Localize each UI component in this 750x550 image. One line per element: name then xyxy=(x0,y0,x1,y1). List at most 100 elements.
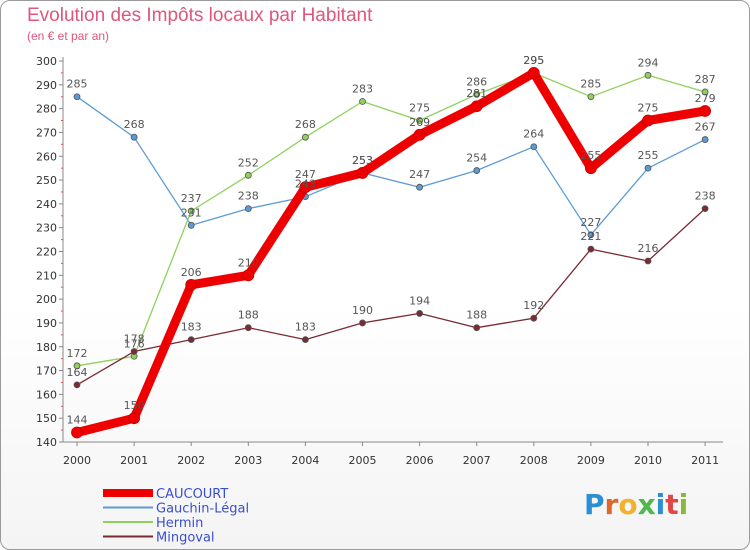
data-label: 279 xyxy=(695,92,716,105)
x-tick-label: 2011 xyxy=(691,454,719,467)
data-label: 144 xyxy=(67,413,88,426)
x-tick-label: 2008 xyxy=(520,454,548,467)
y-tick-label: 210 xyxy=(36,269,57,282)
data-point xyxy=(473,90,481,98)
data-point xyxy=(701,136,709,143)
x-tick-label: 2001 xyxy=(120,454,148,467)
data-label: 254 xyxy=(466,152,487,165)
data-label: 247 xyxy=(409,168,430,181)
x-tick-label: 2006 xyxy=(406,454,434,467)
data-label: 178 xyxy=(124,333,145,346)
data-label: 268 xyxy=(295,118,316,131)
data-label: 206 xyxy=(181,266,202,279)
data-point xyxy=(187,336,195,344)
data-label: 237 xyxy=(181,192,202,205)
data-label: 188 xyxy=(466,309,487,322)
data-label: 268 xyxy=(124,118,145,131)
data-label: 238 xyxy=(238,190,259,203)
data-point xyxy=(301,133,309,141)
x-tick-label: 2004 xyxy=(291,454,319,467)
x-tick-label: 2007 xyxy=(463,454,491,467)
x-tick-label: 2002 xyxy=(177,454,205,467)
data-label: 164 xyxy=(67,366,88,379)
x-tick-label: 2009 xyxy=(577,454,605,467)
data-point xyxy=(587,231,595,239)
data-point xyxy=(530,143,538,151)
data-point xyxy=(587,93,595,101)
y-tick-label: 300 xyxy=(36,55,57,68)
data-point xyxy=(642,114,654,127)
data-point xyxy=(699,105,711,117)
data-label: 275 xyxy=(409,102,430,115)
y-tick-label: 160 xyxy=(36,388,57,401)
x-tick-label: 2000 xyxy=(63,454,91,467)
data-point xyxy=(73,362,81,370)
data-point xyxy=(301,336,309,344)
data-label: 294 xyxy=(638,56,659,69)
data-point xyxy=(130,348,138,355)
y-tick-label: 290 xyxy=(36,79,57,92)
y-tick-label: 200 xyxy=(36,293,57,306)
data-point xyxy=(359,98,366,105)
data-label: 252 xyxy=(238,156,259,169)
data-point xyxy=(530,314,538,322)
data-label: 281 xyxy=(466,87,487,100)
data-label: 253 xyxy=(352,154,373,167)
chart-subtitle: (en € et par an) xyxy=(27,29,110,43)
data-point xyxy=(359,319,366,327)
data-label: 192 xyxy=(523,299,544,312)
data-point xyxy=(701,205,709,213)
series-line-hermin xyxy=(76,72,706,367)
data-label: 267 xyxy=(695,121,716,134)
data-label: 150 xyxy=(124,399,145,412)
data-point xyxy=(187,221,195,229)
data-label: 227 xyxy=(580,216,601,229)
data-label: 253 xyxy=(352,154,373,167)
data-label: 210 xyxy=(238,256,259,269)
y-tick-label: 250 xyxy=(36,174,57,187)
data-label: 194 xyxy=(409,294,430,307)
data-point xyxy=(701,88,709,96)
data-label: 188 xyxy=(238,309,259,322)
x-tick-label: 2003 xyxy=(234,454,262,467)
data-point xyxy=(130,133,138,141)
legend-label: Hermin xyxy=(156,516,203,531)
data-point xyxy=(473,167,481,174)
y-tick-label: 140 xyxy=(36,436,57,449)
data-label: 231 xyxy=(181,206,202,219)
y-tick-label: 260 xyxy=(36,150,57,163)
legend-label: Mingoval xyxy=(156,531,215,546)
y-tick-label: 240 xyxy=(36,198,57,211)
data-label: 238 xyxy=(695,190,716,203)
y-tick-label: 180 xyxy=(36,341,57,354)
data-label: 264 xyxy=(523,128,544,141)
data-point xyxy=(244,171,252,179)
data-point xyxy=(185,278,198,291)
data-point xyxy=(244,205,252,213)
data-point xyxy=(527,67,540,79)
data-label: 287 xyxy=(695,73,716,86)
data-point xyxy=(71,426,83,439)
data-point xyxy=(299,181,312,194)
chart-title: Evolution des Impôts locaux par Habitant xyxy=(27,5,373,26)
data-point xyxy=(644,164,652,172)
y-tick-label: 230 xyxy=(36,222,57,235)
series-line-gauchin-légal xyxy=(76,96,706,236)
x-tick-label: 2010 xyxy=(634,454,662,467)
data-label: 183 xyxy=(181,321,202,334)
data-label: 247 xyxy=(295,168,316,181)
data-point xyxy=(473,324,481,332)
data-point xyxy=(413,128,426,141)
data-label: 283 xyxy=(352,82,373,95)
data-label: 243 xyxy=(295,178,316,191)
data-point xyxy=(644,71,652,79)
y-tick-label: 150 xyxy=(36,412,57,425)
y-tick-label: 270 xyxy=(36,126,57,139)
data-label: 255 xyxy=(638,149,659,162)
data-label: 221 xyxy=(580,230,601,243)
y-tick-label: 170 xyxy=(36,365,57,378)
data-point xyxy=(128,412,141,425)
data-label: 183 xyxy=(295,321,316,334)
data-label: 275 xyxy=(638,102,659,115)
